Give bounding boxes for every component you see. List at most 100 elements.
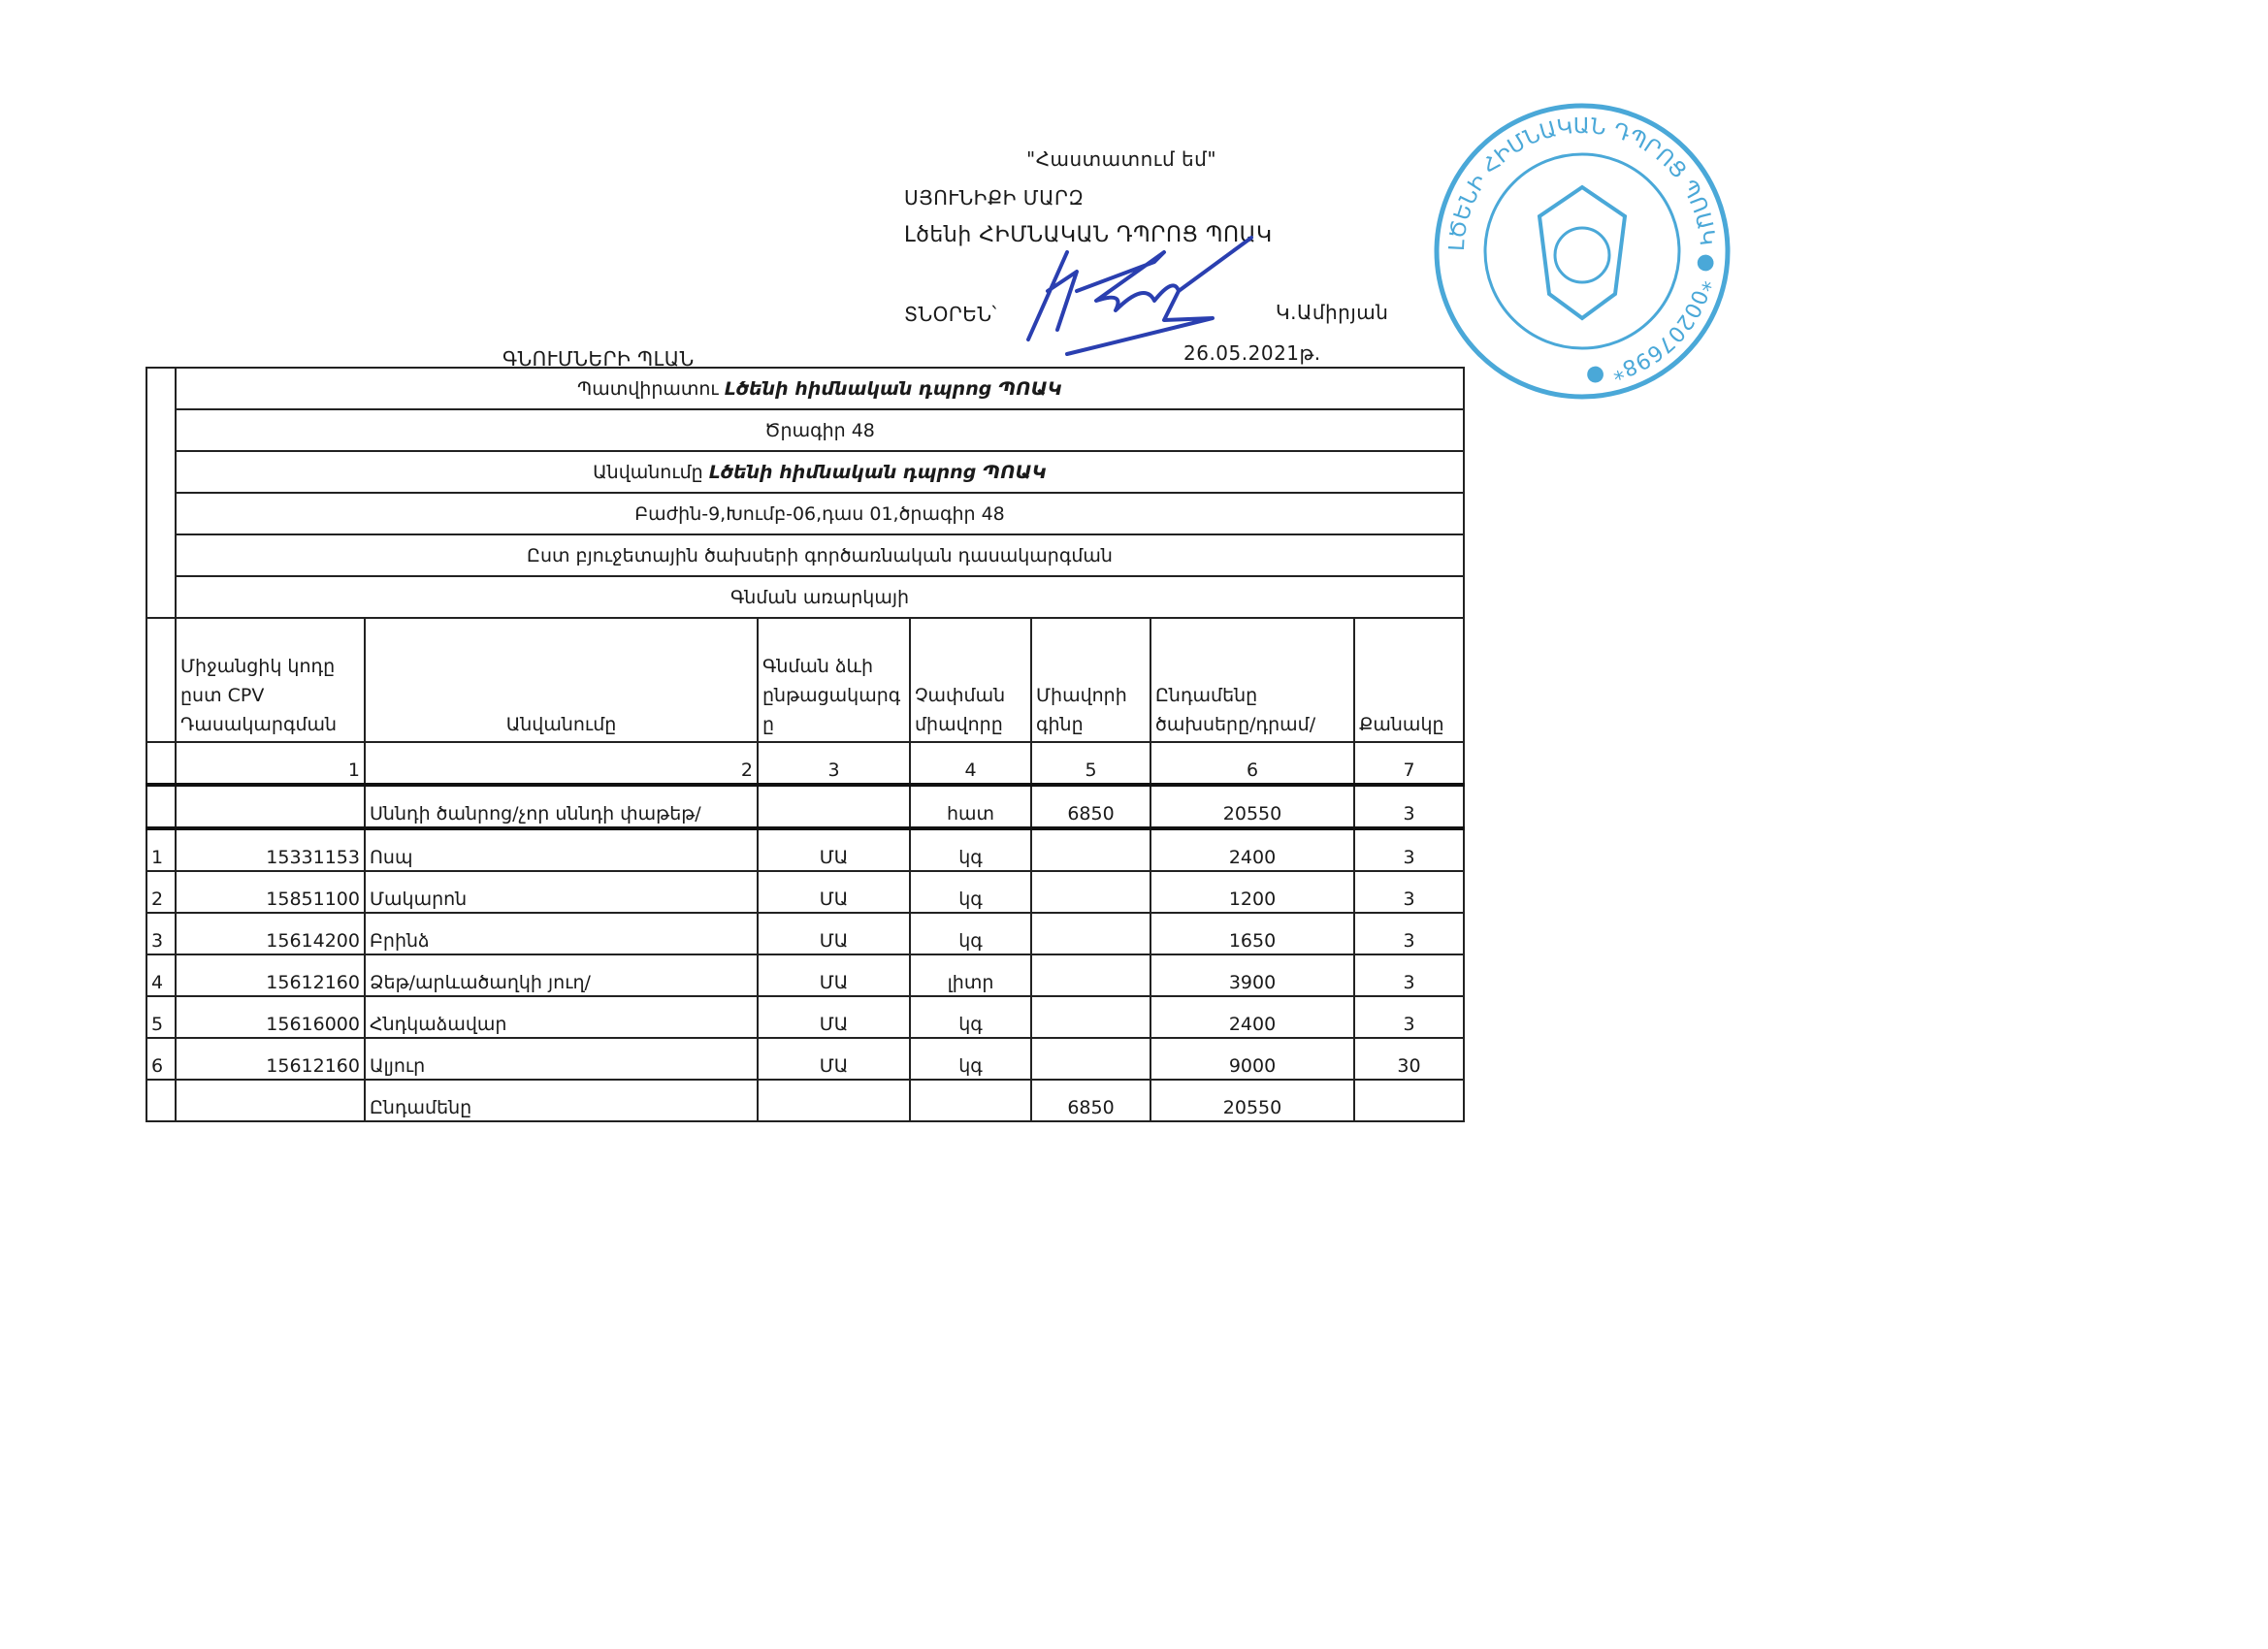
cpv-code: 15612160 xyxy=(175,1037,366,1081)
official-stamp: ԼԾԵՆԻ ՀԻՄՆԱԿԱՆ ԴՊՐՈՑ ՊՈԱԿ ● *00207698* ● xyxy=(1434,103,1731,400)
quantity: 3 xyxy=(1353,870,1465,914)
item-name: Մակարոն xyxy=(364,870,759,914)
director-label: ՏՆՕՐԵՆ՝ xyxy=(904,303,997,326)
unit: կգ xyxy=(909,827,1032,872)
column-header: Քանակը xyxy=(1353,617,1465,743)
row-number: 5 xyxy=(146,995,177,1039)
total-label: Ընդամենը xyxy=(364,1079,759,1122)
procedure: ՄԱ xyxy=(757,912,911,955)
band-label: Անվանումը xyxy=(593,461,703,483)
item-name: Հնդկաձավար xyxy=(364,995,759,1039)
blank-cell xyxy=(146,741,177,786)
column-number: 1 xyxy=(175,741,366,786)
band-value: Լծենի հիմնական դպրոց ՊՈԱԿ xyxy=(708,461,1047,483)
quantity: 3 xyxy=(1353,912,1465,955)
item-name: Ոսպ xyxy=(364,827,759,872)
column-number: 5 xyxy=(1030,741,1151,786)
unit: կգ xyxy=(909,912,1032,955)
table-row: 2 15851100 Մակարոն ՄԱ կգ 1200 3 xyxy=(146,870,1465,914)
unit: լիտր xyxy=(909,954,1032,997)
column-header: Ընդամենը ծախսերը/դրամ/ xyxy=(1150,617,1355,743)
column-number: 2 xyxy=(364,741,759,786)
document-title: ԳՆՈՒՄՆԵՐԻ ՊԼԱՆ xyxy=(502,347,695,371)
procurement-plan-table: Պատվիրատու Լծենի հիմնական դպրոց ՊՈԱԿ Ծրագ… xyxy=(146,367,1465,1122)
quantity: 3 xyxy=(1353,827,1465,872)
group-row: Սննդի ծանրոց/չոր սննդի փաթեթ/հատ 6850 2055… xyxy=(146,783,1465,830)
cpv-code: 15616000 xyxy=(175,995,366,1039)
procedure: ՄԱ xyxy=(757,870,911,914)
total-cost: 2400 xyxy=(1150,827,1355,872)
group-name: Սննդի ծանրոց/չոր սննդի փաթեթ/ xyxy=(364,783,759,830)
header-band: Անվանումը Լծենի հիմնական դպրոց ՊՈԱԿ xyxy=(146,450,1465,494)
cpv-code: 15331153 xyxy=(175,827,366,872)
procedure: ՄԱ xyxy=(757,995,911,1039)
total-cost: 9000 xyxy=(1150,1037,1355,1081)
unit-price xyxy=(1030,954,1151,997)
column-header: Միջանցիկ կոդը ըստ CPV Դասակարգման xyxy=(175,617,366,743)
total-sum: 20550 xyxy=(1150,1079,1355,1122)
group-qty: 3 xyxy=(1353,783,1465,830)
procedure: ՄԱ xyxy=(757,954,911,997)
total-cost: 1200 xyxy=(1150,870,1355,914)
band-cell: Բաժին-9,Խումբ-06,դաս 01,ծրագիր 48 xyxy=(175,492,1465,535)
quantity: 3 xyxy=(1353,954,1465,997)
unit: կգ xyxy=(909,1037,1032,1081)
director-name: Կ.Ամիրյան xyxy=(1276,301,1389,324)
total-cost: 2400 xyxy=(1150,995,1355,1039)
table-row: 1 15331153 Ոսպ ՄԱ կգ 2400 3 xyxy=(146,827,1465,872)
group-total: 20550 xyxy=(1150,783,1355,830)
column-header: Միավորի գինը xyxy=(1030,617,1151,743)
cpv-code: 15851100 xyxy=(175,870,366,914)
item-name: Բրինձ xyxy=(364,912,759,955)
item-name: Ալյուր xyxy=(364,1037,759,1081)
band-label: Ըստ բյուջետային ծախսերի գործառնական դասա… xyxy=(527,544,1113,566)
group-price: 6850 xyxy=(1030,783,1151,830)
band-label: Գնման առարկայի xyxy=(729,586,910,608)
row-number: 1 xyxy=(146,827,177,872)
column-header: Գնման ձևի ընթացակարգ ը xyxy=(757,617,911,743)
row-number: 6 xyxy=(146,1037,177,1081)
header-band: Գնման առարկայի xyxy=(146,575,1465,619)
table-row: 6 15612160 Ալյուր ՄԱ կգ 9000 30 xyxy=(146,1037,1465,1081)
band-cell: Ըստ բյուջետային ծախսերի գործառնական դասա… xyxy=(175,534,1465,577)
column-number: 6 xyxy=(1150,741,1355,786)
band-label: Ծրագիր 48 xyxy=(764,419,875,441)
row-number: 3 xyxy=(146,912,177,955)
header-band: Ծրագիր 48 xyxy=(146,408,1465,452)
unit-price xyxy=(1030,870,1151,914)
quantity: 3 xyxy=(1353,995,1465,1039)
total-price: 6850 xyxy=(1030,1079,1151,1122)
unit-price xyxy=(1030,1037,1151,1081)
unit-price xyxy=(1030,912,1151,955)
table-row: 3 15614200 Բրինձ ՄԱ կգ 1650 3 xyxy=(146,912,1465,955)
band-label: Բաժին-9,Խումբ-06,դաս 01,ծրագիր 48 xyxy=(634,502,1005,525)
item-name: Ձեթ/արևածաղկի յուղ/ xyxy=(364,954,759,997)
band-cell: Անվանումը Լծենի հիմնական դպրոց ՊՈԱԿ xyxy=(175,450,1465,494)
unit: կգ xyxy=(909,995,1032,1039)
group-unit: հատ xyxy=(909,783,1032,830)
procedure: ՄԱ xyxy=(757,1037,911,1081)
total-row: Ընդամենը 6850 20550 xyxy=(146,1079,1465,1122)
header-band: Պատվիրատու Լծենի հիմնական դպրոց ՊՈԱԿ xyxy=(146,367,1465,619)
cpv-code: 15614200 xyxy=(175,912,366,955)
blank-cell xyxy=(146,617,177,743)
blank-cell xyxy=(146,367,177,619)
procedure: ՄԱ xyxy=(757,827,911,872)
column-header: Չափման միավորը xyxy=(909,617,1032,743)
row-number: 2 xyxy=(146,870,177,914)
total-cost: 1650 xyxy=(1150,912,1355,955)
approval-text: "Հաստատում եմ" xyxy=(1026,147,1217,171)
band-label: Պատվիրատու xyxy=(577,377,719,400)
column-header: Անվանումը xyxy=(364,617,759,743)
band-cell: Պատվիրատու Լծենի հիմնական դպրոց ՊՈԱԿ xyxy=(175,367,1465,410)
region-name: ՍՅՈՒՆԻՔԻ ՄԱՐԶ xyxy=(904,186,1085,210)
signature xyxy=(1026,236,1253,356)
header-band: Բաժին-9,Խումբ-06,դաս 01,ծրագիր 48 xyxy=(146,492,1465,535)
quantity: 30 xyxy=(1353,1037,1465,1081)
header-band: Ըստ բյուջետային ծախսերի գործառնական դասա… xyxy=(146,534,1465,577)
band-value: Լծենի հիմնական դպրոց ՊՈԱԿ xyxy=(724,377,1062,400)
column-number: 4 xyxy=(909,741,1032,786)
unit-price xyxy=(1030,995,1151,1039)
unit-price xyxy=(1030,827,1151,872)
